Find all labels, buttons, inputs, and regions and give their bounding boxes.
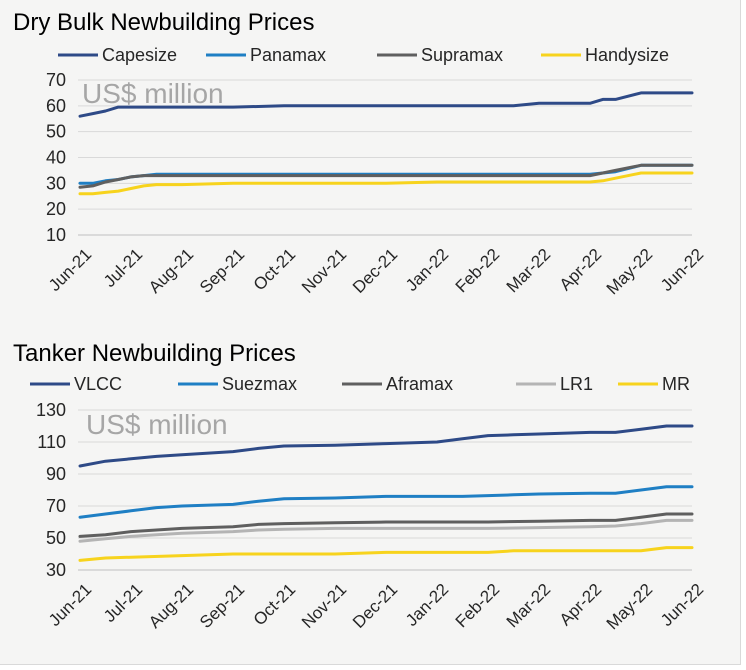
y-tick-label: 70 (46, 496, 66, 516)
chart-title: Tanker Newbuilding Prices (13, 340, 296, 367)
x-tick-label: Aug-21 (145, 580, 197, 632)
legend-label-lr1: LR1 (560, 374, 593, 394)
y-tick-label: 130 (36, 400, 66, 420)
chart-title: Dry Bulk Newbuilding Prices (13, 9, 314, 36)
x-tick-label: Jul-21 (100, 580, 146, 626)
x-tick-label: Sep-21 (196, 580, 248, 632)
chart-1: Dry Bulk Newbuilding Prices Capesize Panam… (13, 9, 707, 298)
y-tick-label: 40 (46, 148, 66, 168)
y-tick-label: 90 (46, 464, 66, 484)
x-tick-label: Jan-22 (402, 580, 452, 630)
y-tick-label: 30 (46, 560, 66, 580)
series-line-capesize (78, 91, 694, 118)
x-tick-label: May-22 (603, 245, 657, 299)
x-tick-label: Nov-21 (298, 580, 350, 632)
legend-label-vlcc: VLCC (74, 374, 122, 394)
legend-label-panamax: Panamax (250, 45, 326, 65)
y-tick-label: 10 (46, 225, 66, 245)
legend-label-handysize: Handysize (585, 45, 669, 65)
x-tick-label: Nov-21 (298, 245, 350, 297)
x-tick-label: Mar-22 (503, 580, 555, 632)
x-tick-label: Apr-22 (556, 580, 606, 630)
y-tick-label: 60 (46, 96, 66, 116)
legend-label-capesize: Capesize (102, 45, 177, 65)
x-tick-label: Feb-22 (452, 245, 504, 297)
x-tick-label: Jun-21 (45, 245, 95, 295)
x-tick-label: Apr-22 (556, 245, 606, 295)
legend-label-supramax: Supramax (421, 45, 503, 65)
series-line-lr1 (78, 518, 694, 543)
x-tick-label: Jun-21 (45, 580, 95, 630)
x-tick-label: Jul-21 (100, 245, 146, 291)
series-line-supramax (78, 163, 694, 189)
x-tick-label: Dec-21 (349, 245, 401, 297)
series-line-vlcc (78, 424, 694, 468)
series-line-mr (78, 546, 694, 562)
chart-2: Tanker Newbuilding Prices VLCC Suezmax Afra… (13, 340, 707, 633)
x-tick-label: Dec-21 (349, 580, 401, 632)
x-tick-label: May-22 (603, 580, 657, 634)
y-tick-label: 20 (46, 199, 66, 219)
x-tick-label: Jan-22 (402, 245, 452, 295)
legend-label-aframax: Aframax (386, 374, 453, 394)
x-tick-label: Oct-21 (250, 580, 300, 630)
y-tick-label: 50 (46, 122, 66, 142)
legend-label-suezmax: Suezmax (222, 374, 297, 394)
x-tick-label: Jun-22 (657, 580, 707, 630)
legend-label-mr: MR (662, 374, 690, 394)
y-tick-label: 30 (46, 173, 66, 193)
x-tick-label: Feb-22 (452, 580, 504, 632)
unit-label: US$ million (82, 78, 224, 109)
series-line-suezmax (78, 485, 694, 519)
x-tick-label: Aug-21 (145, 245, 197, 297)
x-tick-label: Mar-22 (503, 245, 555, 297)
series-line-handysize (78, 171, 694, 196)
y-tick-label: 70 (46, 70, 66, 90)
y-tick-label: 50 (46, 528, 66, 548)
unit-label: US$ million (86, 409, 228, 440)
series-line-aframax (78, 512, 694, 538)
x-tick-label: Sep-21 (196, 245, 248, 297)
x-tick-label: Oct-21 (250, 245, 300, 295)
x-tick-label: Jun-22 (657, 245, 707, 295)
y-tick-label: 110 (37, 432, 66, 452)
